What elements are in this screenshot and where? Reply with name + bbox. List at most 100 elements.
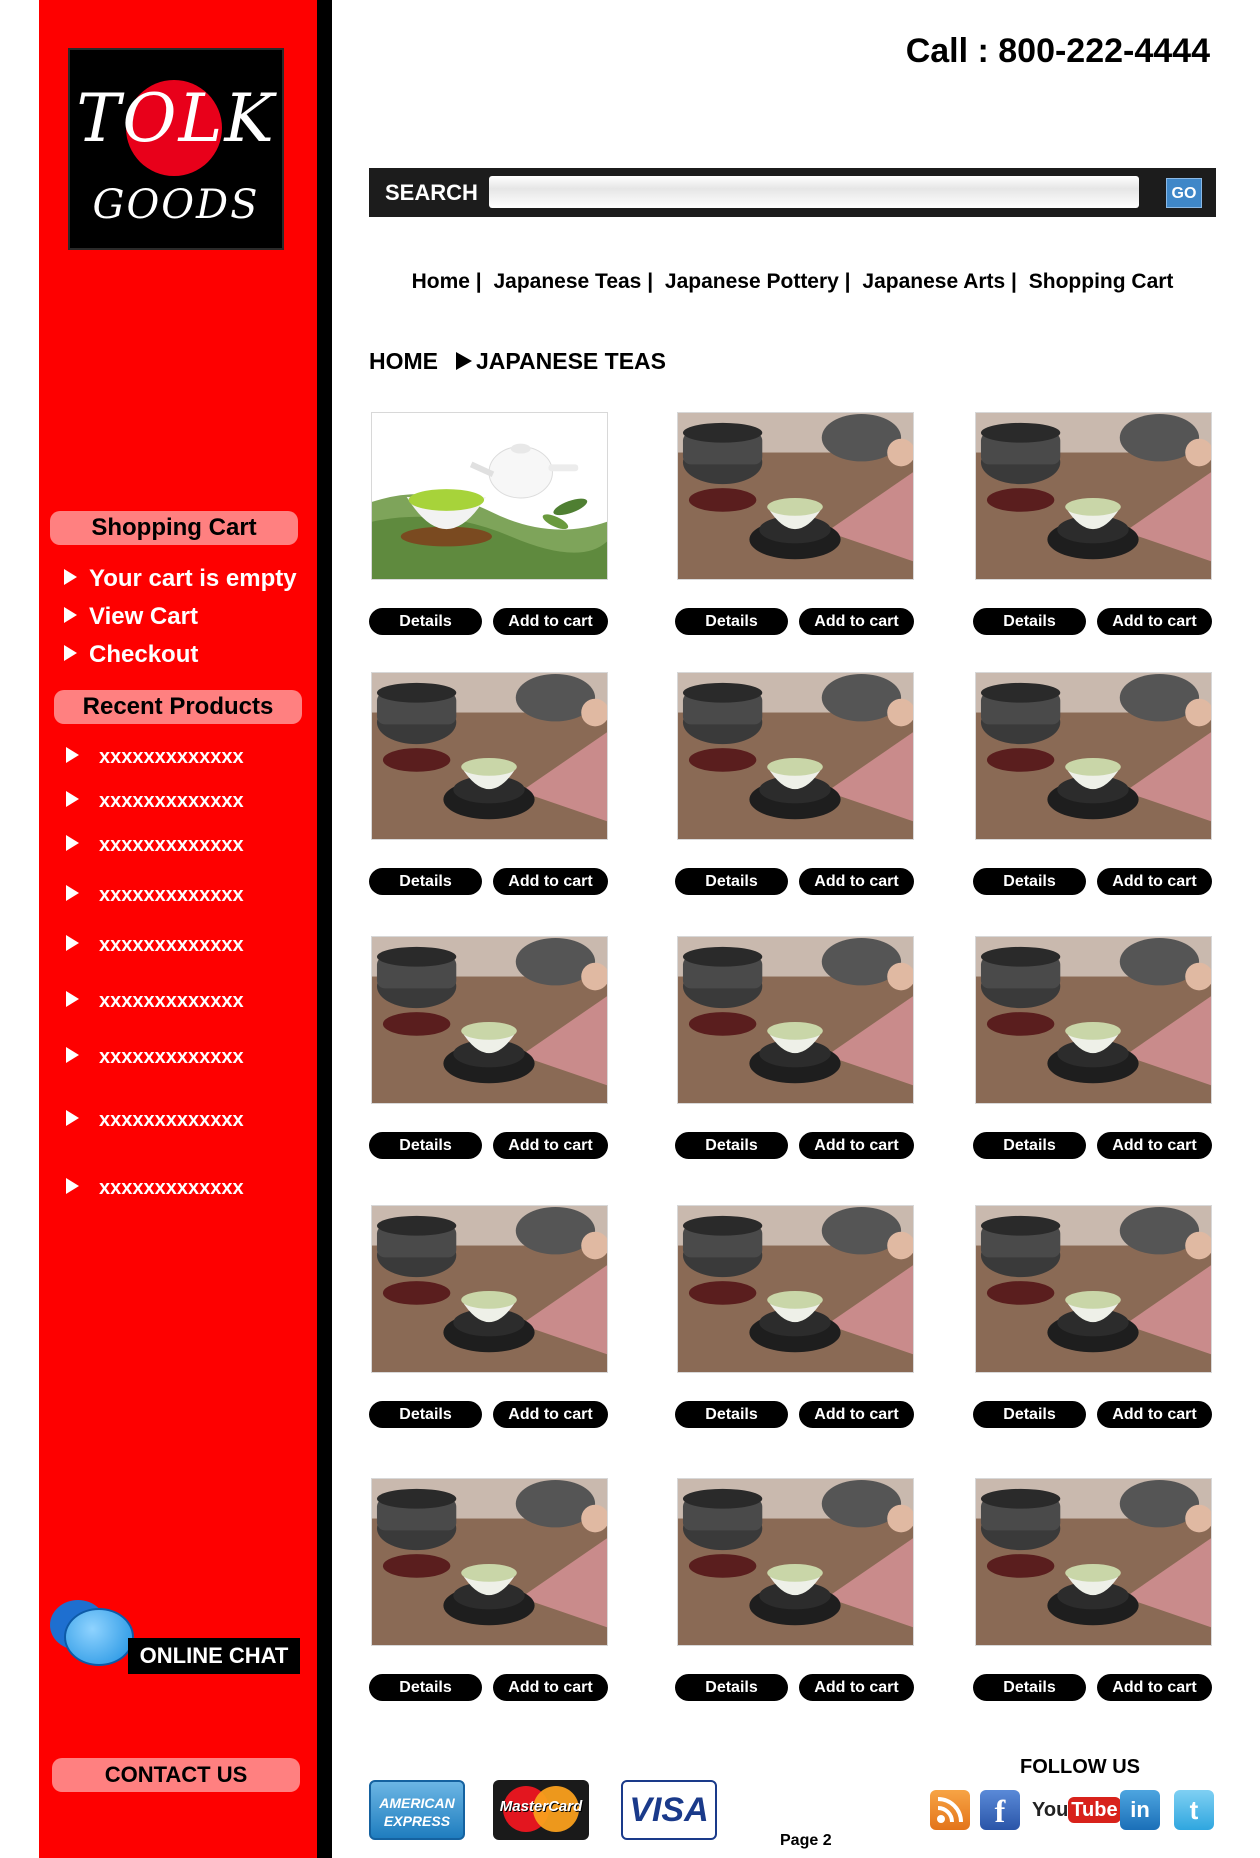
details-button[interactable]: Details: [973, 608, 1086, 635]
add-to-cart-button[interactable]: Add to cart: [493, 1401, 608, 1428]
cart-status-link[interactable]: Your cart is empty: [64, 564, 297, 594]
recent-product-link[interactable]: xxxxxxxxxxxxx: [66, 882, 244, 908]
details-button[interactable]: Details: [973, 1674, 1086, 1701]
add-to-cart-button[interactable]: Add to cart: [1097, 608, 1212, 635]
add-to-cart-button[interactable]: Add to cart: [1097, 1401, 1212, 1428]
details-button[interactable]: Details: [369, 608, 482, 635]
product-image[interactable]: [371, 1205, 608, 1373]
arrow-right-icon: [64, 569, 77, 585]
product-image[interactable]: [677, 936, 914, 1104]
recent-products-header: Recent Products: [54, 690, 302, 724]
view-cart-link[interactable]: View Cart: [64, 602, 198, 632]
search-label: SEARCH: [385, 180, 478, 205]
details-button[interactable]: Details: [973, 868, 1086, 895]
product-image[interactable]: [975, 672, 1212, 840]
nav-japanese-arts[interactable]: Japanese Arts |: [862, 270, 1017, 293]
facebook-icon[interactable]: f: [980, 1790, 1020, 1830]
details-button[interactable]: Details: [973, 1132, 1086, 1159]
recent-product-link[interactable]: xxxxxxxxxxxxx: [66, 1044, 244, 1070]
details-button[interactable]: Details: [369, 1674, 482, 1701]
product-card: Details Add to cart: [369, 1478, 614, 1708]
details-button[interactable]: Details: [369, 1132, 482, 1159]
sidebar-divider: [317, 0, 332, 1858]
product-card: Details Add to cart: [675, 672, 920, 902]
add-to-cart-button[interactable]: Add to cart: [799, 608, 914, 635]
recent-product-link[interactable]: xxxxxxxxxxxxx: [66, 744, 244, 770]
details-button[interactable]: Details: [675, 1674, 788, 1701]
recent-product-link[interactable]: xxxxxxxxxxxxx: [66, 1175, 244, 1201]
add-to-cart-button[interactable]: Add to cart: [493, 868, 608, 895]
youtube-icon[interactable]: You Tube: [1032, 1790, 1121, 1830]
add-to-cart-button[interactable]: Add to cart: [799, 868, 914, 895]
follow-us-label: FOLLOW US: [1020, 1756, 1140, 1778]
arrow-right-icon: [66, 885, 79, 901]
arrow-right-icon: [66, 835, 79, 851]
main-nav: Home | Japanese Teas | Japanese Pottery …: [369, 270, 1216, 294]
nav-shopping-cart[interactable]: Shopping Cart: [1028, 270, 1174, 293]
product-image[interactable]: [677, 1478, 914, 1646]
product-image[interactable]: [975, 1478, 1212, 1646]
breadcrumb: HOME JAPANESE TEAS: [369, 348, 666, 375]
logo-text-bottom: GOODS: [92, 182, 260, 228]
nav-japanese-teas[interactable]: Japanese Teas |: [493, 270, 654, 293]
details-button[interactable]: Details: [675, 608, 788, 635]
product-image[interactable]: [371, 412, 608, 580]
payment-cards: AMERICAN EXPRESS MasterCard VISA: [369, 1780, 729, 1850]
add-to-cart-button[interactable]: Add to cart: [493, 608, 608, 635]
add-to-cart-button[interactable]: Add to cart: [799, 1132, 914, 1159]
product-image[interactable]: [677, 412, 914, 580]
recent-product-link[interactable]: xxxxxxxxxxxxx: [66, 1107, 244, 1133]
product-image[interactable]: [371, 1478, 608, 1646]
online-chat-button[interactable]: ONLINE CHAT: [50, 1600, 302, 1676]
search-go-button[interactable]: GO: [1166, 178, 1202, 208]
visa-card-logo: VISA: [621, 1780, 717, 1840]
product-image[interactable]: [371, 936, 608, 1104]
contact-us-button[interactable]: CONTACT US: [52, 1758, 300, 1792]
product-card: Details Add to cart: [973, 1205, 1218, 1435]
add-to-cart-button[interactable]: Add to cart: [1097, 1132, 1212, 1159]
logo[interactable]: TOLK GOODS: [68, 48, 284, 250]
add-to-cart-button[interactable]: Add to cart: [493, 1132, 608, 1159]
twitter-icon[interactable]: t: [1174, 1790, 1214, 1830]
details-button[interactable]: Details: [675, 1401, 788, 1428]
breadcrumb-home[interactable]: HOME: [369, 348, 438, 374]
add-to-cart-button[interactable]: Add to cart: [799, 1401, 914, 1428]
logo-sun-circle: [126, 80, 222, 176]
product-image[interactable]: [371, 672, 608, 840]
linkedin-icon[interactable]: in: [1120, 1790, 1160, 1830]
product-image[interactable]: [677, 672, 914, 840]
details-button[interactable]: Details: [369, 1401, 482, 1428]
product-image[interactable]: [677, 1205, 914, 1373]
online-chat-label: ONLINE CHAT: [128, 1638, 300, 1674]
product-image[interactable]: [975, 1205, 1212, 1373]
product-card: Details Add to cart: [369, 1205, 614, 1435]
add-to-cart-button[interactable]: Add to cart: [1097, 1674, 1212, 1701]
search-input[interactable]: [489, 176, 1139, 208]
product-card: Details Add to cart: [675, 1205, 920, 1435]
nav-japanese-pottery[interactable]: Japanese Pottery |: [664, 270, 851, 293]
product-card: Details Add to cart: [973, 936, 1218, 1166]
product-image[interactable]: [975, 936, 1212, 1104]
search-bar: SEARCH GO: [369, 168, 1216, 217]
product-card: Details Add to cart: [973, 412, 1218, 642]
recent-product-link[interactable]: xxxxxxxxxxxxx: [66, 788, 244, 814]
details-button[interactable]: Details: [973, 1401, 1086, 1428]
details-button[interactable]: Details: [675, 1132, 788, 1159]
breadcrumb-current: JAPANESE TEAS: [476, 348, 667, 374]
details-button[interactable]: Details: [369, 868, 482, 895]
add-to-cart-button[interactable]: Add to cart: [1097, 868, 1212, 895]
add-to-cart-button[interactable]: Add to cart: [493, 1674, 608, 1701]
rss-icon[interactable]: [930, 1790, 970, 1830]
page-number: Page 2: [780, 1832, 832, 1849]
details-button[interactable]: Details: [675, 868, 788, 895]
recent-product-link[interactable]: xxxxxxxxxxxxx: [66, 832, 244, 858]
recent-product-link[interactable]: xxxxxxxxxxxxx: [66, 988, 244, 1014]
add-to-cart-button[interactable]: Add to cart: [799, 1674, 914, 1701]
nav-home[interactable]: Home |: [411, 270, 482, 293]
recent-product-link[interactable]: xxxxxxxxxxxxx: [66, 932, 244, 958]
arrow-right-icon: [64, 645, 77, 661]
checkout-link[interactable]: Checkout: [64, 640, 198, 670]
product-image[interactable]: [975, 412, 1212, 580]
arrow-right-icon: [66, 935, 79, 951]
